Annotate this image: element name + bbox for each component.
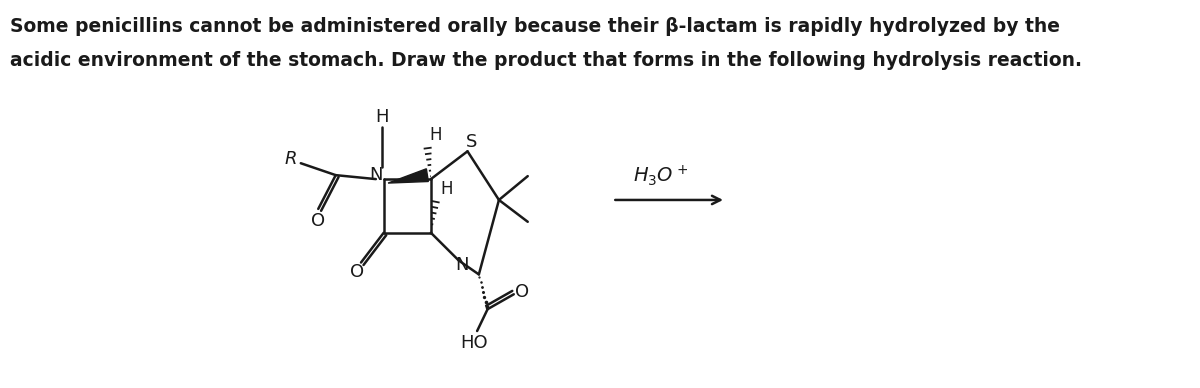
Text: H: H (430, 126, 443, 144)
Text: H: H (440, 180, 452, 198)
Text: O: O (350, 263, 365, 281)
Polygon shape (388, 169, 428, 183)
Text: H: H (376, 107, 389, 126)
Text: acidic environment of the stomach. Draw the product that forms in the following : acidic environment of the stomach. Draw … (10, 51, 1082, 70)
Text: S: S (466, 133, 478, 151)
Text: O: O (311, 212, 325, 230)
Text: Some penicillins cannot be administered orally because their β-lactam is rapidly: Some penicillins cannot be administered … (10, 17, 1060, 36)
Text: R: R (284, 150, 296, 168)
Text: N: N (370, 166, 383, 184)
Text: N: N (456, 256, 469, 274)
Text: HO: HO (461, 334, 488, 352)
Text: O: O (516, 283, 529, 301)
Text: $H_3O^+$: $H_3O^+$ (632, 164, 688, 189)
